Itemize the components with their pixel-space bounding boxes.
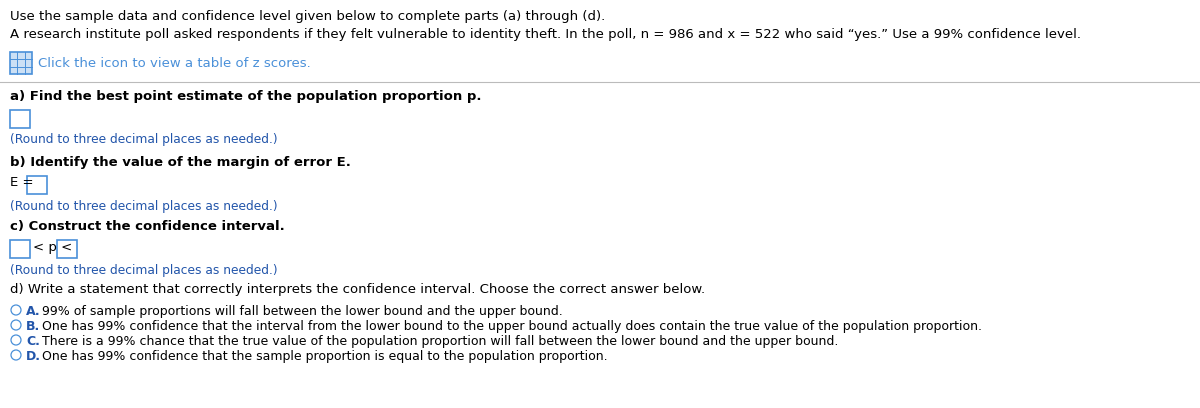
Text: A.: A. — [26, 305, 41, 318]
Text: (Round to three decimal places as needed.): (Round to three decimal places as needed… — [10, 264, 277, 277]
Text: A research institute poll asked respondents if they felt vulnerable to identity : A research institute poll asked responde… — [10, 28, 1081, 41]
Text: < p <: < p < — [34, 241, 72, 254]
Text: One has 99% confidence that the sample proportion is equal to the population pro: One has 99% confidence that the sample p… — [42, 350, 607, 363]
Text: E =: E = — [10, 176, 34, 189]
Text: d) Write a statement that correctly interprets the confidence interval. Choose t: d) Write a statement that correctly inte… — [10, 283, 706, 296]
Circle shape — [11, 320, 22, 330]
Text: a) Find the best point estimate of the population proportion p.: a) Find the best point estimate of the p… — [10, 90, 481, 103]
Text: B.: B. — [26, 320, 41, 333]
Bar — [10, 110, 30, 128]
Circle shape — [11, 335, 22, 345]
Text: Click the icon to view a table of z scores.: Click the icon to view a table of z scor… — [38, 57, 311, 70]
Text: There is a 99% chance that the true value of the population proportion will fall: There is a 99% chance that the true valu… — [42, 335, 839, 348]
Bar — [58, 240, 77, 258]
Circle shape — [11, 305, 22, 315]
Bar — [28, 176, 47, 194]
Text: c) Construct the confidence interval.: c) Construct the confidence interval. — [10, 220, 284, 233]
Text: b) Identify the value of the margin of error E.: b) Identify the value of the margin of e… — [10, 156, 350, 169]
Text: D.: D. — [26, 350, 41, 363]
Text: (Round to three decimal places as needed.): (Round to three decimal places as needed… — [10, 200, 277, 213]
Text: C.: C. — [26, 335, 40, 348]
Text: Use the sample data and confidence level given below to complete parts (a) throu: Use the sample data and confidence level… — [10, 10, 605, 23]
Text: (Round to three decimal places as needed.): (Round to three decimal places as needed… — [10, 133, 277, 146]
Bar — [10, 52, 32, 74]
Circle shape — [11, 350, 22, 360]
Text: 99% of sample proportions will fall between the lower bound and the upper bound.: 99% of sample proportions will fall betw… — [42, 305, 563, 318]
Text: One has 99% confidence that the interval from the lower bound to the upper bound: One has 99% confidence that the interval… — [42, 320, 982, 333]
Bar — [10, 240, 30, 258]
